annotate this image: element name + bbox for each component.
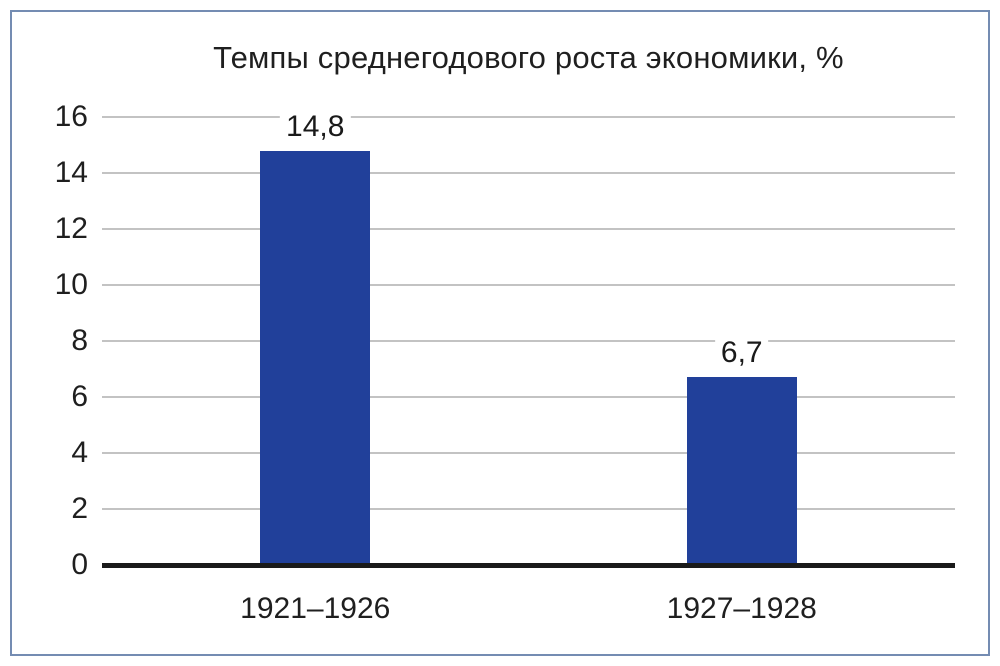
y-axis-tick-label: 8 [71, 324, 88, 357]
x-axis-category-label: 1921–1926 [240, 592, 391, 625]
gridline-y-8 [102, 340, 955, 342]
y-axis-tick-label: 14 [54, 156, 88, 189]
gridline-y-12 [102, 228, 955, 230]
chart-bar [260, 150, 371, 565]
y-axis-tick-label: 4 [71, 436, 88, 469]
chart-title: Темпы среднегодового роста экономики, % [213, 40, 844, 75]
chart-bar [686, 377, 797, 565]
y-axis-tick-label: 0 [71, 548, 88, 581]
gridline-y-6 [102, 396, 955, 398]
bar-value-label: 14,8 [280, 109, 351, 143]
y-axis-tick-label: 6 [71, 380, 88, 413]
plot-area: 0 2 4 6 8 10 12 14 16 14,8 1921–1926 6,7 1927–1928 [55, 102, 955, 625]
chart-frame: Темпы среднегодового роста экономики, % … [10, 10, 990, 656]
y-axis-tick-label: 2 [71, 492, 88, 525]
gridline-y-4 [102, 452, 955, 454]
gridline-y-14 [102, 172, 955, 174]
y-axis-tick-label: 10 [54, 268, 88, 301]
x-axis-category-label: 1927–1928 [666, 592, 817, 625]
bar-value-label: 6,7 [714, 336, 769, 370]
gridline-y-10 [102, 284, 955, 286]
gridline-y-2 [102, 508, 955, 510]
x-axis-line [102, 563, 955, 568]
y-axis-tick-label: 12 [54, 212, 88, 245]
y-axis-tick-label: 16 [54, 100, 88, 133]
gridline-y-16 [102, 116, 955, 118]
